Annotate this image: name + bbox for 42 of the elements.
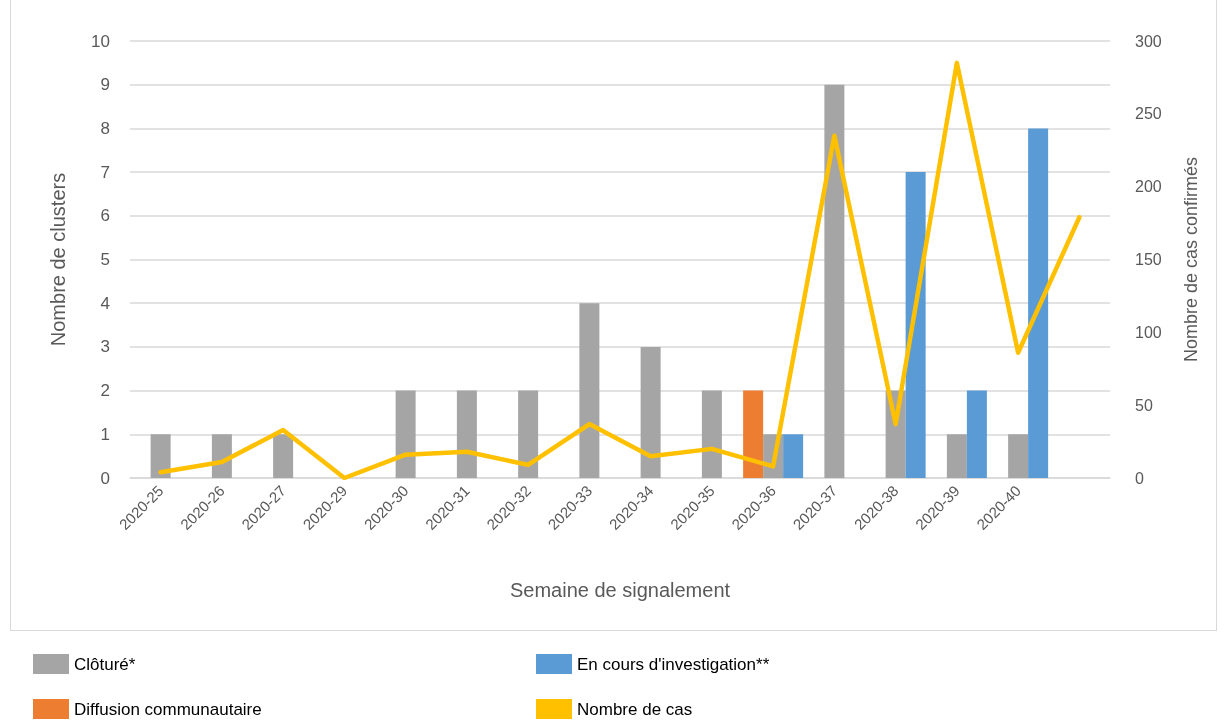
legend-label: En cours d'investigation**	[577, 654, 770, 674]
y-tick-label: 1	[100, 424, 110, 444]
y2-tick-label: 300	[1135, 32, 1162, 50]
y-tick-label: 10	[91, 31, 110, 51]
bar	[701, 390, 722, 478]
bar	[1028, 128, 1049, 478]
y-tick-label: 2	[100, 381, 110, 401]
y-tick-label: 0	[100, 468, 110, 488]
bar	[783, 434, 804, 478]
line-series	[158, 60, 1082, 481]
bar	[579, 303, 600, 478]
bar	[150, 434, 171, 478]
y-tick-label: 9	[100, 75, 110, 95]
bar	[518, 390, 539, 478]
y2-tick-label: 50	[1135, 396, 1153, 414]
bar	[966, 390, 987, 478]
y2-tick-label: 200	[1135, 178, 1162, 196]
y-tick-label: 3	[100, 337, 110, 357]
bar	[1008, 434, 1029, 478]
bar	[743, 390, 764, 478]
bar	[640, 346, 661, 478]
y-tick-label: 8	[100, 118, 110, 138]
y2-tick-label: 0	[1135, 469, 1144, 487]
bar	[905, 172, 926, 478]
y2-tick-label: 150	[1135, 251, 1162, 268]
legend-label: Nombre de cas	[577, 699, 693, 719]
bar	[824, 84, 845, 478]
y-tick-label: 6	[100, 206, 110, 226]
bar	[273, 434, 294, 478]
y-tick-label: 5	[100, 250, 110, 269]
bar	[456, 390, 477, 478]
y-axis-title: Nombre de clusters	[47, 172, 69, 347]
y2-tick-label: 250	[1135, 105, 1162, 123]
bar	[946, 434, 967, 478]
bar	[395, 390, 416, 478]
y-tick-label: 4	[100, 293, 110, 313]
y2-tick-label: 100	[1135, 323, 1162, 341]
y-tick-label: 7	[100, 162, 110, 182]
y2-axis-title: Nombre de cas confirmés	[1181, 156, 1201, 363]
legend-label: Clôturé*	[74, 654, 136, 674]
x-axis-title: Semaine de signalement	[509, 579, 731, 601]
legend-label: Diffusion communautaire	[74, 699, 262, 719]
